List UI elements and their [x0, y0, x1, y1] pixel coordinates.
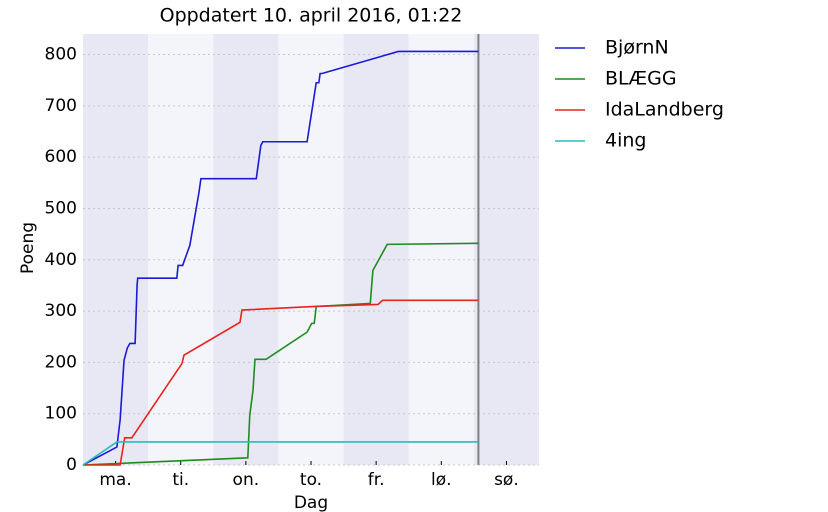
x-axis-label: Dag	[294, 493, 328, 512]
series-line	[82, 441, 479, 466]
day-band	[83, 34, 149, 465]
y-tick-label: 600	[45, 147, 77, 167]
series-line	[82, 50, 479, 466]
x-tick-label: lø.	[431, 470, 452, 490]
x-tick-label: ma.	[99, 470, 131, 490]
y-tick-label: 200	[45, 352, 77, 372]
day-band	[213, 34, 279, 465]
x-tick-label: fr.	[368, 470, 385, 490]
day-band	[278, 34, 344, 465]
legend-label: BjørnN	[605, 37, 669, 59]
y-tick-label: 400	[45, 250, 77, 270]
day-band	[408, 34, 474, 465]
y-tick-label: 700	[45, 96, 77, 116]
legend-label: IdaLandberg	[605, 99, 724, 121]
y-tick-label: 300	[45, 301, 77, 321]
day-band	[343, 34, 409, 465]
x-tick-label: sø.	[494, 470, 519, 490]
series-line	[82, 242, 479, 466]
legend-label: 4ing	[605, 130, 646, 152]
legend-label: BLÆGG	[605, 68, 677, 90]
chart-title: Oppdatert 10. april 2016, 01:22	[160, 5, 463, 27]
x-tick-label: to.	[300, 470, 322, 490]
day-band	[473, 34, 539, 465]
x-tick-label: on.	[233, 470, 260, 490]
y-tick-label: 100	[45, 404, 77, 424]
y-tick-label: 0	[66, 455, 77, 475]
y-axis-label: Poeng	[18, 222, 38, 274]
y-tick-label: 800	[45, 45, 77, 65]
y-tick-label: 500	[45, 198, 77, 218]
x-tick-label: ti.	[172, 470, 189, 490]
